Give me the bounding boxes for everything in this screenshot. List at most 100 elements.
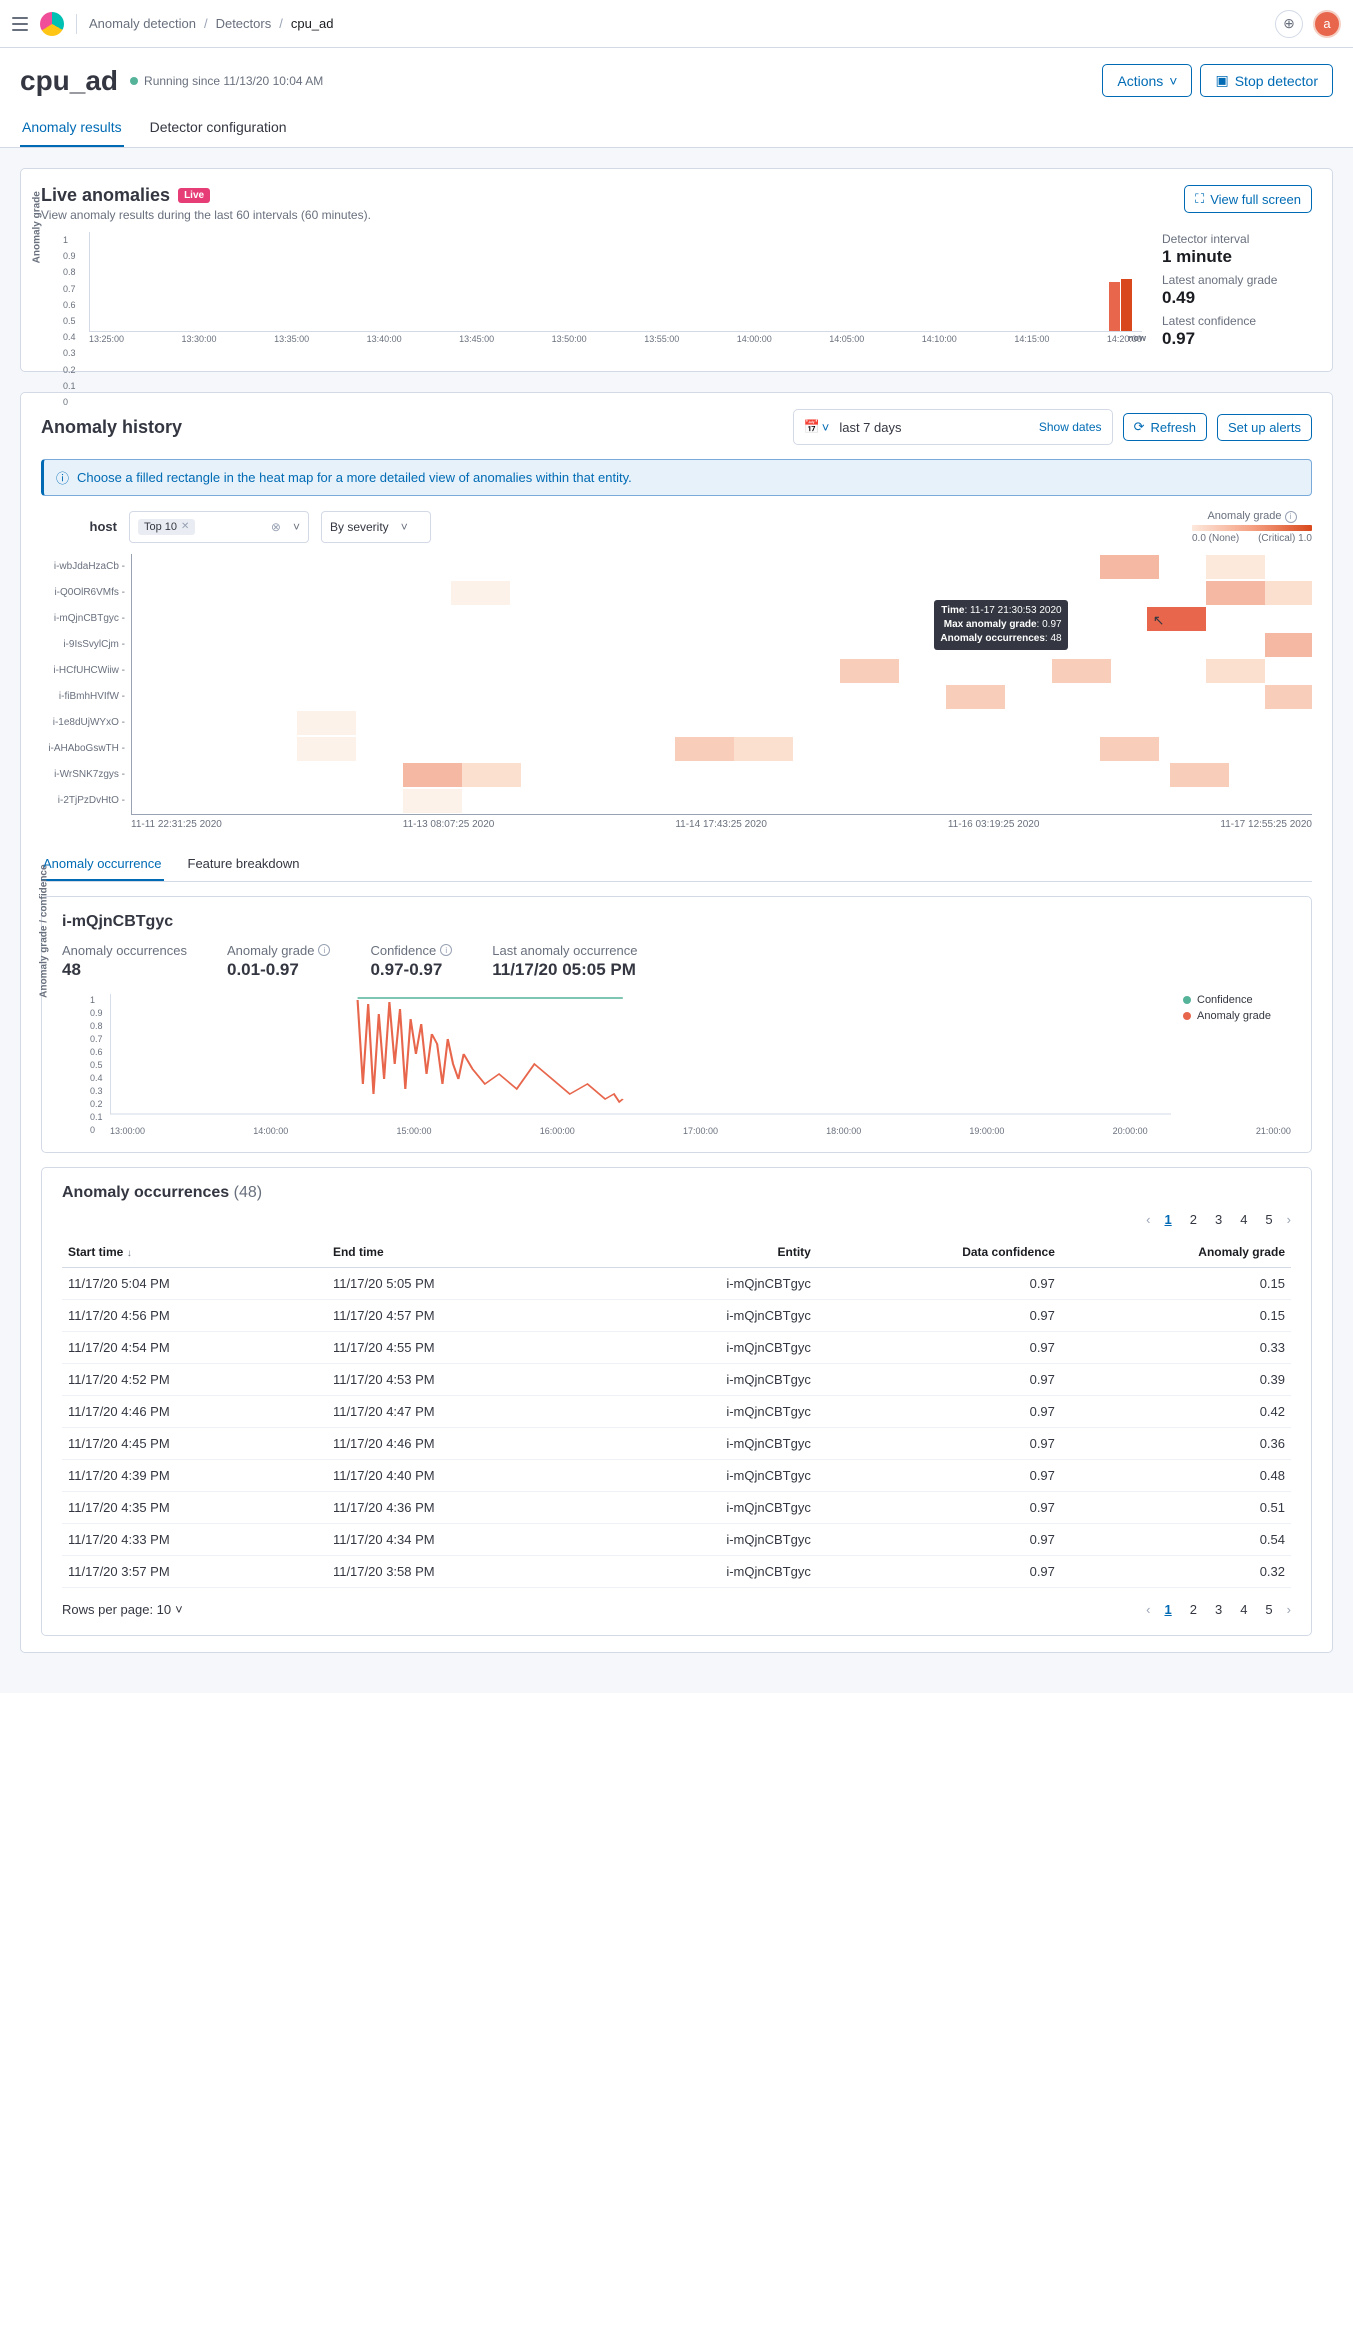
- heatmap-cell[interactable]: [1206, 555, 1265, 579]
- heatmap-cell[interactable]: [1100, 555, 1159, 579]
- setup-alerts-button[interactable]: Set up alerts: [1217, 414, 1312, 441]
- stat-confidence: Confidence i 0.97-0.97: [370, 943, 452, 980]
- page-link[interactable]: 2: [1186, 1600, 1201, 1619]
- page-link[interactable]: 4: [1236, 1210, 1251, 1229]
- next-page-icon[interactable]: ›: [1287, 1602, 1291, 1617]
- table-row[interactable]: 11/17/20 4:56 PM11/17/20 4:57 PMi-mQjnCB…: [62, 1299, 1291, 1331]
- breadcrumb-l1[interactable]: Anomaly detection: [89, 16, 196, 31]
- prev-page-icon[interactable]: ‹: [1146, 1602, 1150, 1617]
- show-dates-link[interactable]: Show dates: [1039, 420, 1102, 434]
- tab-detector-config[interactable]: Detector configuration: [148, 109, 289, 147]
- page-link[interactable]: 5: [1261, 1210, 1276, 1229]
- heatmap-legend: Anomaly grade i 0.0 (None)(Critical) 1.0: [1192, 510, 1312, 544]
- table-row[interactable]: 11/17/20 4:35 PM11/17/20 4:36 PMi-mQjnCB…: [62, 1491, 1291, 1523]
- chevron-down-icon: ˅: [175, 1602, 183, 1617]
- page-header: cpu_ad Running since 11/13/20 10:04 AM A…: [0, 48, 1353, 97]
- actions-button[interactable]: Actions ˅: [1102, 64, 1192, 97]
- col-end[interactable]: End time: [327, 1237, 592, 1268]
- stop-icon: ▣: [1215, 72, 1228, 89]
- cursor-icon: ↖: [1153, 612, 1165, 629]
- help-icon[interactable]: ⊕: [1275, 10, 1303, 38]
- heatmap-cell[interactable]: [1206, 659, 1265, 683]
- next-page-icon[interactable]: ›: [1287, 1212, 1291, 1227]
- table-row[interactable]: 11/17/20 5:04 PM11/17/20 5:05 PMi-mQjnCB…: [62, 1267, 1291, 1299]
- table-row[interactable]: 11/17/20 4:52 PM11/17/20 4:53 PMi-mQjnCB…: [62, 1363, 1291, 1395]
- subtab-feature[interactable]: Feature breakdown: [186, 848, 302, 881]
- entity-name: i-mQjnCBTgyc: [62, 913, 1291, 931]
- view-full-screen-button[interactable]: ⛶ View full screen: [1184, 185, 1312, 213]
- heatmap-ylabel: i-wbJdaHzaCb -: [41, 554, 131, 580]
- close-icon[interactable]: ✕: [181, 521, 189, 532]
- page-link[interactable]: 3: [1211, 1600, 1226, 1619]
- heatmap-cell[interactable]: [675, 737, 734, 761]
- heatmap-cell[interactable]: [403, 789, 462, 813]
- heatmap-cell[interactable]: [946, 685, 1005, 709]
- chevron-down-icon: ˅: [822, 420, 830, 435]
- info-icon: i: [1285, 511, 1297, 523]
- table-row[interactable]: 11/17/20 4:33 PM11/17/20 4:34 PMi-mQjnCB…: [62, 1523, 1291, 1555]
- heatmap-cell[interactable]: [297, 711, 356, 735]
- heatmap-cell[interactable]: [1170, 763, 1229, 787]
- table-row[interactable]: 11/17/20 3:57 PM11/17/20 3:58 PMi-mQjnCB…: [62, 1555, 1291, 1587]
- date-range-picker[interactable]: 📅˅ last 7 days Show dates: [793, 409, 1113, 445]
- page-link[interactable]: 1: [1160, 1600, 1175, 1619]
- heatmap-cell[interactable]: [1265, 685, 1312, 709]
- heatmap-ylabel: i-9IsSvylCjm -: [41, 632, 131, 658]
- heatmap-cell[interactable]: [734, 737, 793, 761]
- sort-combo[interactable]: By severity ˅: [321, 511, 431, 543]
- col-entity[interactable]: Entity: [592, 1237, 817, 1268]
- heatmap-cell[interactable]: [1265, 633, 1312, 657]
- table-row[interactable]: 11/17/20 4:45 PM11/17/20 4:46 PMi-mQjnCB…: [62, 1427, 1291, 1459]
- logo[interactable]: [40, 12, 64, 36]
- heatmap-cell[interactable]: [297, 737, 356, 761]
- heatmap-cell[interactable]: [840, 659, 899, 683]
- chevron-down-icon: ˅: [293, 520, 300, 534]
- heatmap-cell[interactable]: [1265, 581, 1312, 605]
- filter-pill[interactable]: Top 10✕: [138, 519, 195, 535]
- pagination-bottom: ‹ 12345 ›: [1146, 1600, 1291, 1619]
- host-label: host: [41, 519, 117, 534]
- prev-page-icon[interactable]: ‹: [1146, 1212, 1150, 1227]
- host-filter-combo[interactable]: Top 10✕ ⊗ ˅: [129, 511, 309, 543]
- heatmap-ylabel: i-fiBmhHVIfW -: [41, 684, 131, 710]
- page-link[interactable]: 5: [1261, 1600, 1276, 1619]
- table-row[interactable]: 11/17/20 4:39 PM11/17/20 4:40 PMi-mQjnCB…: [62, 1459, 1291, 1491]
- heatmap-cell[interactable]: [1206, 581, 1265, 605]
- heatmap-ylabel: i-1e8dUjWYxO -: [41, 710, 131, 736]
- heatmap-cell[interactable]: [462, 763, 521, 787]
- heatmap-cell[interactable]: [451, 581, 510, 605]
- col-start[interactable]: Start time ↓: [62, 1237, 327, 1268]
- page-link[interactable]: 1: [1160, 1210, 1175, 1229]
- table-row[interactable]: 11/17/20 4:46 PM11/17/20 4:47 PMi-mQjnCB…: [62, 1395, 1291, 1427]
- menu-icon[interactable]: [12, 17, 28, 31]
- breadcrumb-l2[interactable]: Detectors: [216, 16, 272, 31]
- table-title: Anomaly occurrences (48): [62, 1184, 1291, 1202]
- heatmap-cell[interactable]: [403, 763, 462, 787]
- heatmap-cell[interactable]: [1100, 737, 1159, 761]
- page-link[interactable]: 3: [1211, 1210, 1226, 1229]
- refresh-button[interactable]: ⟳ Refresh: [1123, 413, 1207, 441]
- live-title: Live anomalies: [41, 185, 170, 206]
- subtab-occurrence[interactable]: Anomaly occurrence: [41, 848, 164, 881]
- live-yaxis: 10.90.80.70.60.50.40.30.20.10: [63, 232, 76, 410]
- stop-detector-button[interactable]: ▣ Stop detector: [1200, 64, 1333, 97]
- stat-occurrences: Anomaly occurrences 48: [62, 943, 187, 980]
- col-grade[interactable]: Anomaly grade: [1061, 1237, 1291, 1268]
- clear-icon[interactable]: ⊗: [271, 520, 281, 534]
- history-title: Anomaly history: [41, 417, 182, 438]
- heatmap-ylabel: i-WrSNK7zgys -: [41, 762, 131, 788]
- live-subtext: View anomaly results during the last 60 …: [41, 208, 371, 222]
- col-confidence[interactable]: Data confidence: [817, 1237, 1061, 1268]
- tab-anomaly-results[interactable]: Anomaly results: [20, 109, 124, 147]
- avatar[interactable]: a: [1313, 10, 1341, 38]
- page-link[interactable]: 2: [1186, 1210, 1201, 1229]
- breadcrumb: Anomaly detection / Detectors / cpu_ad: [89, 16, 334, 31]
- linechart-ylabel: Anomaly grade / confidence: [39, 864, 50, 997]
- heatmap-cell[interactable]: [1052, 659, 1111, 683]
- rows-per-page[interactable]: Rows per page: 10 ˅: [62, 1602, 183, 1617]
- table-row[interactable]: 11/17/20 4:54 PM11/17/20 4:55 PMi-mQjnCB…: [62, 1331, 1291, 1363]
- page-link[interactable]: 4: [1236, 1600, 1251, 1619]
- sort-down-icon: ↓: [127, 1248, 132, 1259]
- heatmap[interactable]: i-wbJdaHzaCb -i-Q0OlR6VMfs -i-mQjnCBTgyc…: [41, 554, 1312, 815]
- calendar-icon: 📅: [804, 419, 820, 435]
